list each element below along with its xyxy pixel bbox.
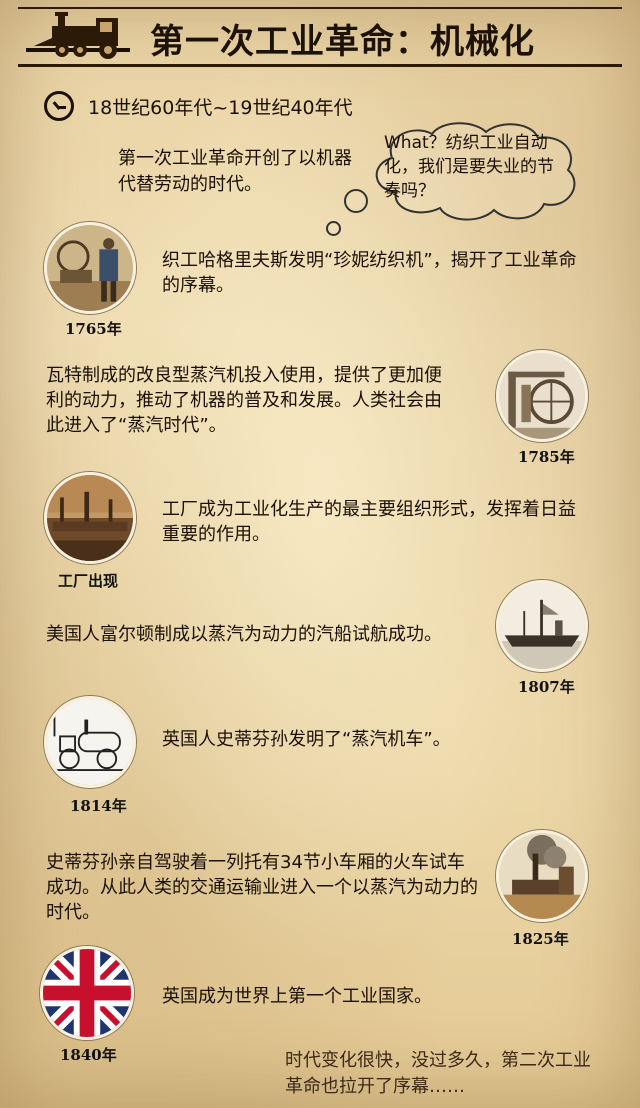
header: 第一次工业革命：机械化 <box>0 0 640 76</box>
event-year: 1765年 <box>65 320 122 338</box>
steam-train-icon <box>26 12 130 59</box>
period-text: 18世纪60年代~19世纪40年代 <box>88 96 353 119</box>
clock-icon <box>44 91 74 121</box>
event-year: 1825年 <box>512 930 569 948</box>
header-bottom-rule <box>18 64 622 67</box>
thought-bubble-large <box>344 189 368 213</box>
header-top-rule <box>18 7 622 9</box>
event-text: 美国人富尔顿制成以蒸汽为动力的汽船试航成功。 <box>46 624 442 645</box>
thought-bubble-small <box>326 221 341 236</box>
factory-image <box>44 472 136 564</box>
intro-text: 第一次工业革命开创了以机器代替劳动的时代。 <box>118 148 352 195</box>
event-year: 1840年 <box>60 1046 117 1064</box>
event-text: 瓦特制成的改良型蒸汽机投入使用，提供了更加便利的动力，推动了机器的普及和发展。人… <box>46 365 442 436</box>
period-row: 18世纪60年代~19世纪40年代 <box>44 89 353 123</box>
thought-cloud <box>375 122 576 221</box>
event-text: 织工哈格里夫斯发明“珍妮纺织机”，揭开了工业革命的序幕。 <box>162 250 577 296</box>
thought-text: What？纺织工业自动化，我们是要失业的节奏吗？ <box>384 133 554 201</box>
event-text: 英国人史蒂芬孙发明了“蒸汽机车”。 <box>162 729 451 750</box>
event-year: 工厂出现 <box>58 572 119 590</box>
closing-text: 时代变化很快，没过多久，第二次工业革命也拉开了序幕…… <box>285 1050 591 1097</box>
steamboat-image <box>496 580 588 672</box>
page-title: 第一次工业革命：机械化 <box>150 22 535 62</box>
steam-engine-image <box>496 350 588 442</box>
event-year: 1807年 <box>518 678 575 696</box>
railway-trial-image <box>496 830 588 922</box>
event-text: 史蒂芬孙亲自驾驶着一列托有34节小车厢的火车试车成功。从此人类的交通运输业进入一… <box>46 852 478 923</box>
event-text: 工厂成为工业化生产的最主要组织形式，发挥着日益重要的作用。 <box>162 499 576 545</box>
event-text: 英国成为世界上第一个工业国家。 <box>162 986 432 1007</box>
event-year: 1814年 <box>70 797 127 815</box>
union-jack-image <box>40 946 134 1040</box>
event-year: 1785年 <box>518 448 575 466</box>
spinning-jenny-image <box>44 222 136 314</box>
locomotive-image <box>44 696 136 788</box>
